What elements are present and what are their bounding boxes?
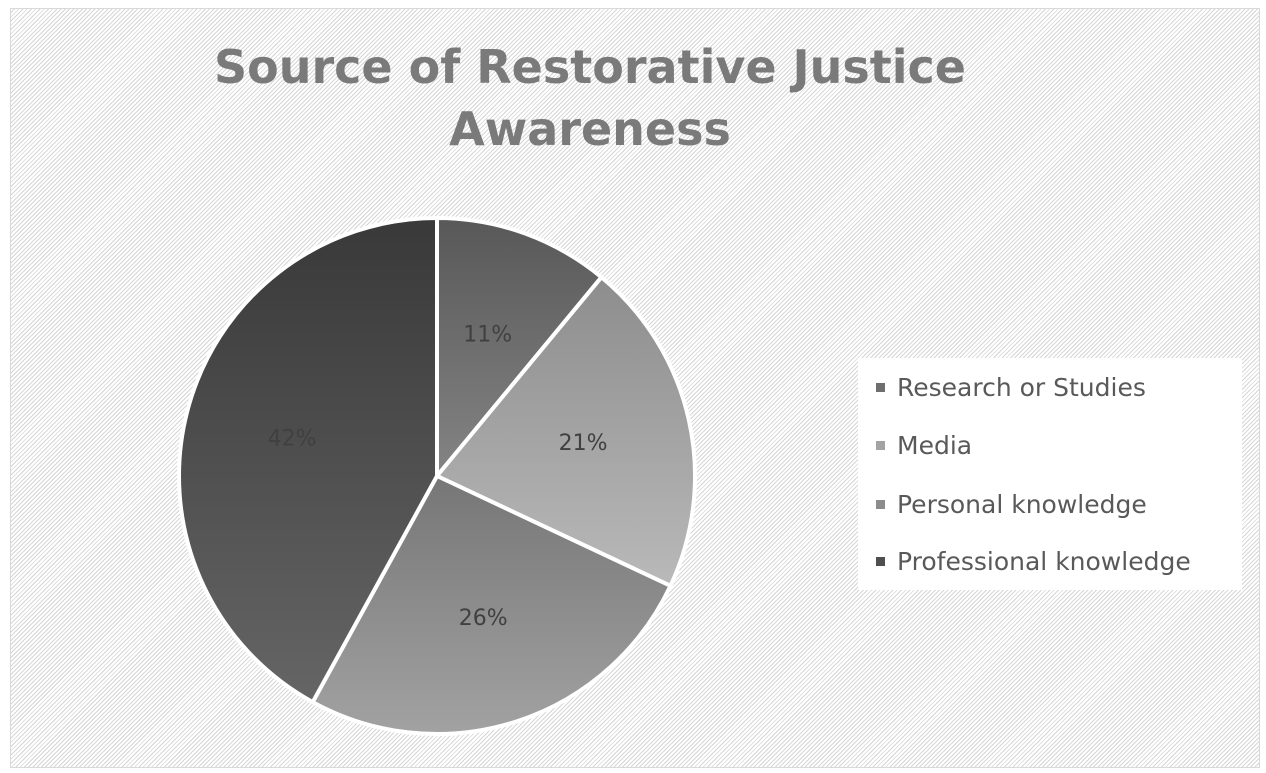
legend-swatch-professional-knowledge bbox=[876, 556, 885, 566]
data-label-research-or-studies: 11% bbox=[463, 323, 512, 348]
legend-label-professional-knowledge: Professional knowledge bbox=[897, 546, 1191, 576]
legend-item-media[interactable]: Media bbox=[876, 430, 972, 460]
pie-data-labels: 11% 21% 26% 42% bbox=[268, 323, 608, 631]
data-label-personal-knowledge: 26% bbox=[459, 606, 508, 631]
legend-label-research-or-studies: Research or Studies bbox=[897, 372, 1146, 402]
pie-slices bbox=[177, 216, 697, 736]
legend-swatch-media bbox=[876, 440, 885, 450]
legend-item-personal-knowledge[interactable]: Personal knowledge bbox=[876, 489, 1147, 519]
legend-swatch-research-or-studies bbox=[876, 382, 885, 392]
chart-title: Source of Restorative Justice Awareness bbox=[90, 36, 1090, 160]
chart-title-line-2: Awareness bbox=[449, 102, 731, 156]
chart-title-line-1: Source of Restorative Justice bbox=[213, 40, 966, 94]
pie-slice-research-or-studies[interactable] bbox=[435, 216, 604, 478]
legend-item-research-or-studies[interactable]: Research or Studies bbox=[876, 372, 1146, 402]
data-label-professional-knowledge: 42% bbox=[268, 426, 317, 451]
legend-swatch-personal-knowledge bbox=[876, 499, 885, 509]
pie-slice-professional-knowledge[interactable] bbox=[177, 216, 439, 705]
data-label-media: 21% bbox=[559, 431, 608, 456]
legend-label-media: Media bbox=[897, 430, 973, 460]
legend-item-professional-knowledge[interactable]: Professional knowledge bbox=[876, 546, 1191, 576]
legend: Research or Studies Media Personal knowl… bbox=[858, 358, 1242, 590]
legend-label-personal-knowledge: Personal knowledge bbox=[897, 489, 1147, 519]
pie-slice-media[interactable] bbox=[435, 275, 697, 588]
